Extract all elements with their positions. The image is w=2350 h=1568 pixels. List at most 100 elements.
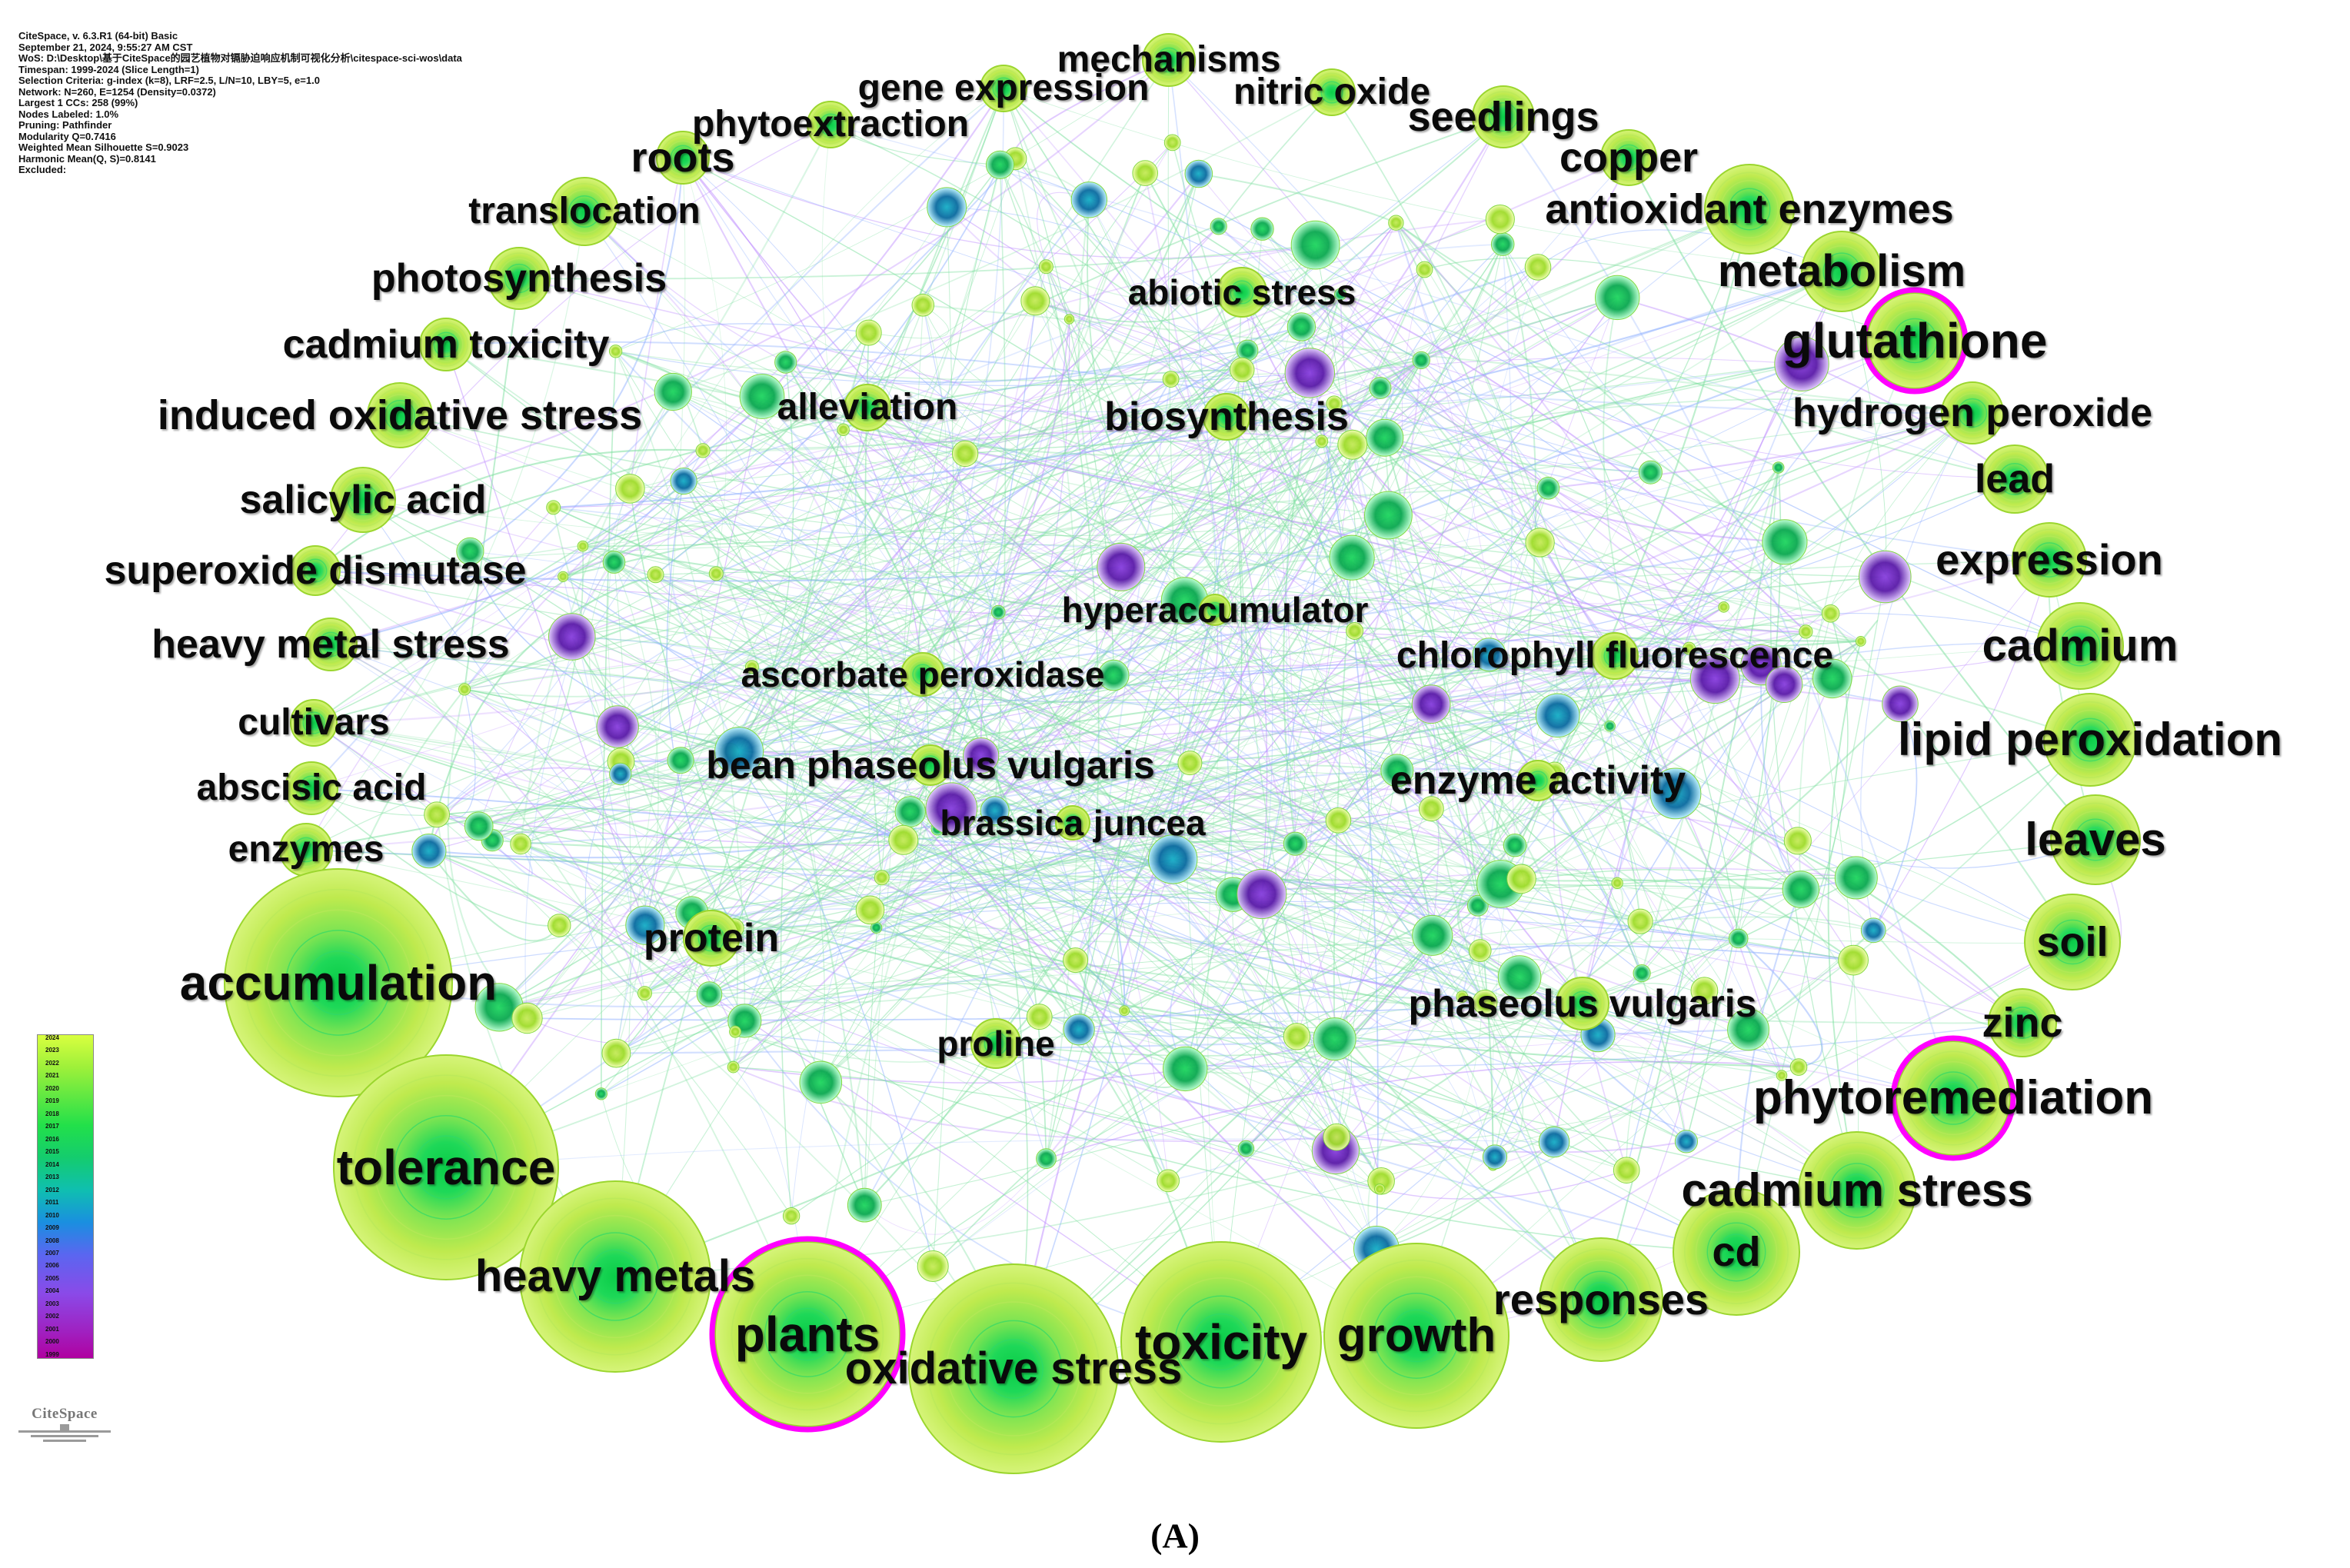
network-edge [445,444,1353,1168]
network-edge [313,450,704,724]
keyword-node [1633,964,1651,983]
network-edge [1581,541,1786,1004]
network-edge [1395,222,1676,794]
keyword-node [799,1060,843,1104]
network-edge [1315,245,1358,631]
keyword-node-antioxidant-enzymes [1704,164,1795,255]
network-edge [584,761,645,994]
network-edge [613,561,659,1054]
metadata-line: WoS: D:\Desktop\基于CiteSpace的园艺植物对镉胁迫响应机制… [18,52,462,64]
keyword-node-bean-phaseolus-vulgaris [910,744,951,786]
keyword-node [1313,1017,1356,1061]
keyword-node-heavy-metal-stress [304,618,358,671]
network-edge [738,751,1040,1017]
keyword-node-phytoextraction [807,101,854,148]
keyword-node [1727,1008,1769,1051]
keyword-node-enzyme-activity [1517,760,1559,801]
network-edge [553,416,1227,508]
keyword-node-roots [656,131,710,185]
keyword-node [1538,1126,1570,1158]
network-edge [709,841,1296,995]
network-edge [464,566,1122,697]
network-edge [1537,229,1842,272]
network-edge [729,751,1486,1004]
legend-year: 2017 [45,1123,59,1130]
network-edge [1340,294,1782,1076]
network-edge [734,927,1739,946]
keyword-label: induced oxidative stress [157,392,643,438]
network-edge [1087,199,1216,611]
network-edge [672,391,1539,781]
network-edge [1113,674,1687,1143]
network-edge [807,950,1481,1335]
network-edge [785,361,1382,1182]
network-edge [571,636,1296,844]
network-edge [436,566,1121,815]
keyword-node [647,566,664,584]
network-edge [1376,905,1483,1250]
keyword-node-expression [2012,522,2087,598]
network-edge [761,396,1125,1011]
network-edge [1184,594,1716,679]
network-edge [870,714,1558,911]
keyword-label: abscisic acid [196,767,427,808]
network-edge [867,363,1802,413]
network-edge [1170,266,1539,380]
network-edge [729,173,1200,753]
network-edge [1609,726,1705,991]
network-edge [820,437,1386,1083]
keyword-label: soil [2036,919,2109,965]
network-edge [733,1066,1337,1142]
network-edge [729,165,1001,753]
keyword-node [1536,477,1560,500]
network-edge [1383,438,1602,1300]
network-edge [315,566,1121,582]
network-edge [313,722,646,926]
network-edge [715,573,931,766]
network-edge [428,762,1190,859]
network-edge [881,821,1073,879]
network-edge [1168,59,1234,895]
keyword-node [1783,827,1812,855]
network-edge [1384,270,1842,439]
network-edge [733,704,1432,1067]
keyword-node-protein [683,910,740,967]
network-edge [617,349,1248,727]
keyword-node [602,551,626,574]
network-edge [683,88,1004,482]
network-edge [932,207,955,1267]
network-edge [1198,172,1396,224]
network-edge [582,545,1583,1004]
network-edge [1217,92,1333,227]
network-edge [1539,541,1799,841]
keyword-label: zinc [1982,1000,2063,1046]
network-edge [791,725,1610,1217]
network-edge [478,825,1417,1337]
network-edge [615,59,1170,352]
keyword-label: toxicity [1134,1314,1308,1370]
network-edge [1072,606,1724,824]
network-edge [738,751,1599,1036]
keyword-label: enzyme activity [1390,758,1686,803]
network-edge [562,576,1737,1253]
network-edge [330,644,1716,704]
keyword-node-chlorophyll-fluorescence [1591,632,1639,680]
keyword-node [577,540,589,552]
keyword-node [1638,460,1663,484]
network-edge [715,266,1539,574]
keyword-node [609,762,632,786]
network-edge [584,211,1641,922]
keyword-node [1323,1123,1350,1151]
keyword-node [1230,357,1255,383]
network-edge [428,613,1831,852]
network-edge [683,268,1425,482]
network-edge [478,514,1389,827]
network-edge [1220,438,1386,1343]
metadata-line: Harmonic Mean(Q, S)=0.8141 [18,152,156,165]
network-edge [734,907,870,929]
network-edge [558,755,981,926]
keyword-node [894,796,926,827]
network-edge [673,92,1333,393]
legend-year: 2019 [45,1097,59,1105]
keyword-node-lead [1980,444,2049,514]
